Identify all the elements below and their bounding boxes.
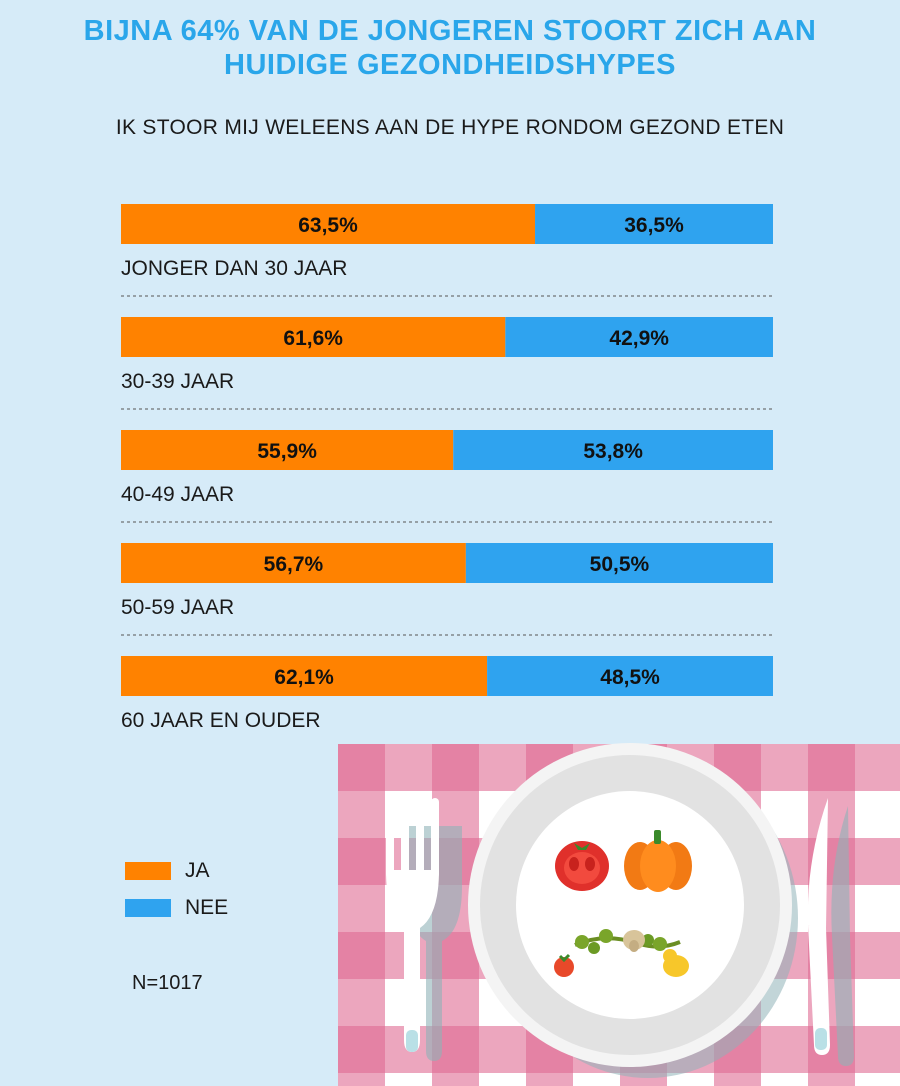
category-label-4: 60 JAAR EN OUDER [121,709,321,732]
bar-nee-0 [535,204,773,244]
chart-title: BIJNA 64% VAN DE JONGEREN STOORT ZICH AA… [0,14,900,82]
sample-size-note: N=1017 [132,972,203,994]
value-label-ja-4: 62,1% [274,666,334,689]
bar-ja-4 [121,656,488,696]
value-label-nee-3: 50,5% [590,553,650,576]
chart-subtitle: IK STOOR MIJ WELEENS AAN DE HYPE RONDOM … [115,116,785,139]
tomato-icon [555,841,609,891]
category-label-0: JONGER DAN 30 JAAR [121,257,347,280]
knife-icon [807,798,854,1066]
bar-nee-2 [453,430,773,470]
title-line-2: HUIDIGE GEZONDHEIDSHYPES [224,49,676,81]
category-label-3: 50-59 JAAR [121,596,234,619]
legend-label-nee: NEE [185,896,229,919]
value-label-nee-4: 48,5% [600,666,660,689]
plate [468,743,798,1078]
legend-ja: JA [125,859,210,882]
legend-swatch-nee [125,899,171,917]
value-label-nee-2: 53,8% [583,440,643,463]
value-label-ja-3: 56,7% [264,553,324,576]
pumpkin-icon [624,830,692,892]
bar-ja-1 [121,317,506,357]
bar-nee-4 [487,656,773,696]
value-label-ja-2: 55,9% [257,440,317,463]
title-line-1: BIJNA 64% VAN DE JONGEREN STOORT ZICH AA… [83,15,817,47]
value-label-nee-1: 42,9% [609,327,669,350]
stacked-bar-chart: 63,5% 36,5% JONGER DAN 30 JAAR 61,6% 42,9% 30… [121,204,773,732]
category-label-1: 30-39 JAAR [121,370,234,393]
value-label-ja-0: 63,5% [298,214,358,237]
bar-ja-0 [121,204,536,244]
fork-icon [386,798,462,1061]
legend-swatch-ja [125,862,171,880]
category-label-2: 40-49 JAAR [121,483,234,506]
bar-nee-1 [505,317,773,357]
vegetables-icon [554,929,689,977]
legend-label-ja: JA [185,859,210,882]
bar-nee-3 [465,543,773,583]
value-label-ja-1: 61,6% [283,327,343,350]
bar-ja-2 [121,430,454,470]
legend-nee: NEE [125,896,229,919]
value-label-nee-0: 36,5% [624,214,684,237]
bar-ja-3 [121,543,466,583]
